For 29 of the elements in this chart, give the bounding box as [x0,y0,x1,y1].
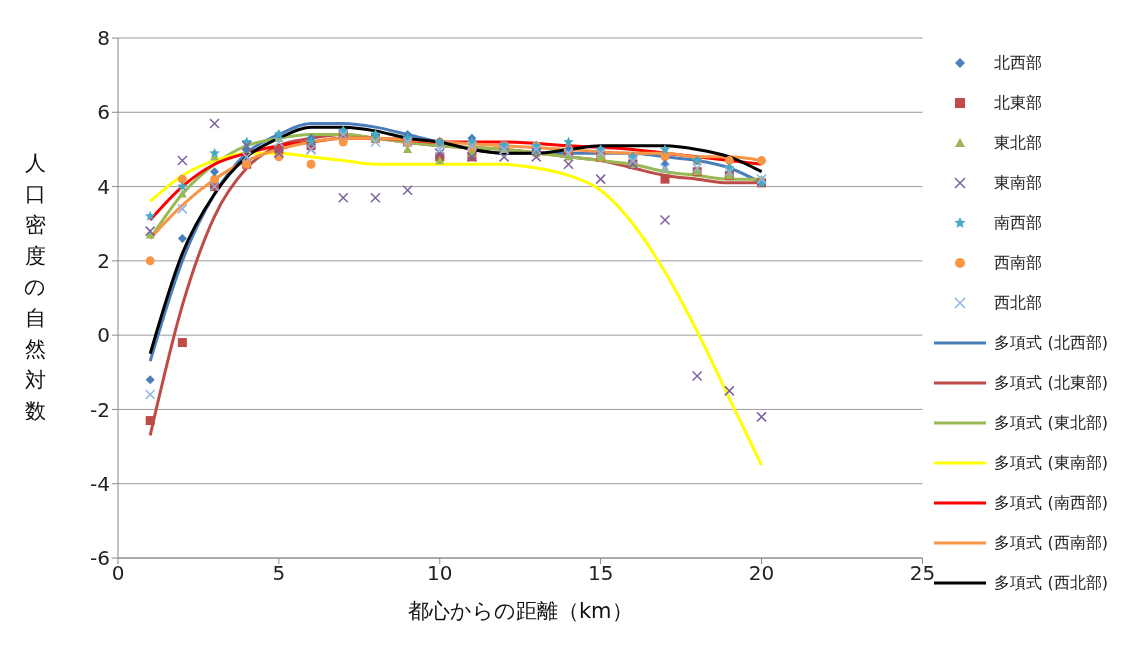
legend-label: 西南部 [994,252,1043,274]
legend-label: 東南部 [994,172,1043,194]
x-tick-label: 15 [587,561,614,586]
x-tick-label: 25 [909,561,936,586]
y-tick-label: -4 [90,471,110,496]
legend-label: 北東部 [994,92,1043,114]
legend-label: 多項式 (北西部) [994,332,1108,354]
legend-label: 多項式 (西南部) [994,532,1108,554]
legend-label: 多項式 (西北部) [994,572,1108,594]
legend-label: 南西部 [994,212,1043,234]
y-tick-label: 4 [97,174,110,199]
x-axis-title: 都心からの距離（km） [407,599,633,623]
y-tick-label: -6 [90,546,110,571]
x-tick-label: 20 [748,561,775,586]
legend-label: 多項式 (東南部) [994,452,1108,474]
y-tick-label: 0 [97,323,110,348]
legend-label: 東北部 [994,132,1043,154]
y-tick-label: 8 [97,26,110,51]
legend-label: 多項式 (南西部) [994,492,1108,514]
y-tick-label: 6 [97,100,110,125]
legend-label: 多項式 (東北部) [994,412,1108,434]
x-tick-label: 5 [272,561,286,586]
text: 人口密度の自然対数 [24,151,46,423]
legend-label: 多項式 (北東部) [994,372,1108,394]
legend-label: 西北部 [994,292,1043,314]
x-tick-label: 10 [427,561,453,586]
y-tick-label: 2 [97,248,110,273]
y-tick-label: -2 [90,397,110,422]
legend-label: 北西部 [994,52,1043,74]
